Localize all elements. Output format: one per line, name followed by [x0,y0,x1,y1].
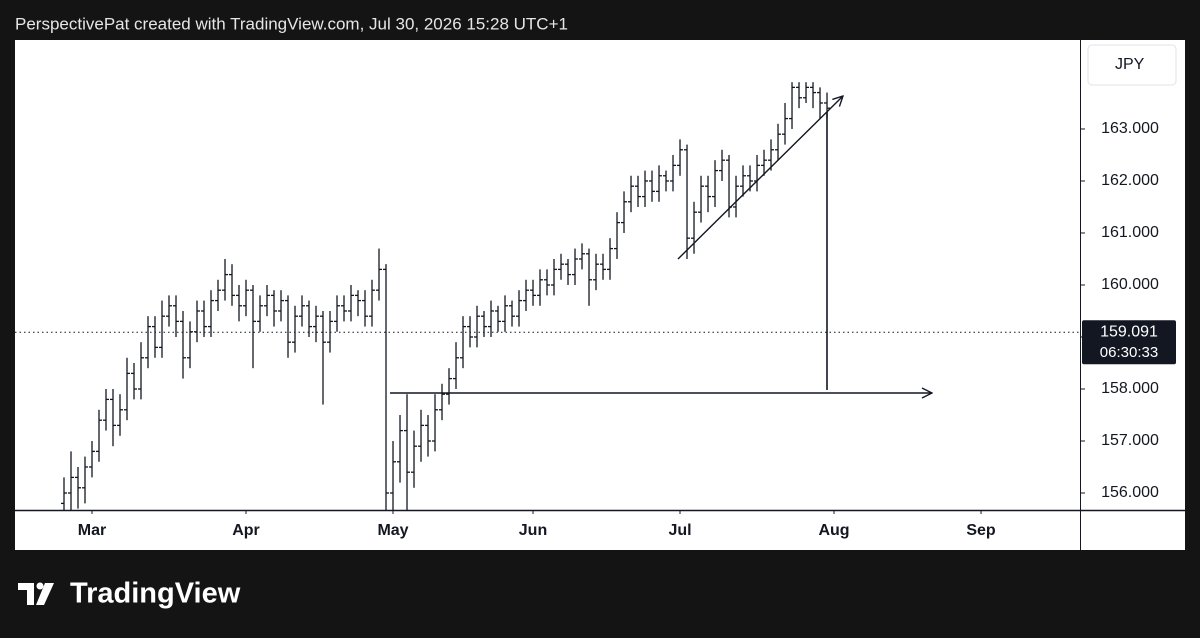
last-price-label: 159.091 [1100,323,1158,340]
currency[interactable]: JPY [1115,56,1145,73]
y-tick-label: 157.000 [1101,432,1159,449]
logo-dot [36,582,44,590]
x-tick-label: Apr [232,522,260,539]
y-tick-label: 163.000 [1101,120,1159,137]
y-tick-label: 162.000 [1101,172,1159,189]
y-tick-label: 156.000 [1101,484,1159,501]
chart-panel [15,40,1185,550]
x-tick-label: Jul [668,522,691,539]
x-tick-label: Aug [818,522,849,539]
brand: TradingView [70,578,241,610]
currency-button[interactable] [1087,44,1177,86]
trend-line [677,96,843,260]
y-tick-label: 160.000 [1101,276,1159,293]
x-tick-label: Jun [519,522,547,539]
x-tick-label: May [377,522,408,539]
y-tick-label: 161.000 [1101,224,1159,241]
x-tick-label: Sep [966,522,996,539]
plot [61,82,831,510]
brand-logo: TradingView [18,578,241,610]
x-tick-label: Mar [78,522,106,539]
countdown: 06:30:33 [1100,344,1158,361]
last-price-box [1082,320,1176,365]
y-tick-label: 158.000 [1101,380,1159,397]
header: PerspectivePat created with TradingView.… [15,14,568,33]
logo-mark [18,583,34,605]
logo-slash [36,583,54,605]
drawings [390,96,932,393]
